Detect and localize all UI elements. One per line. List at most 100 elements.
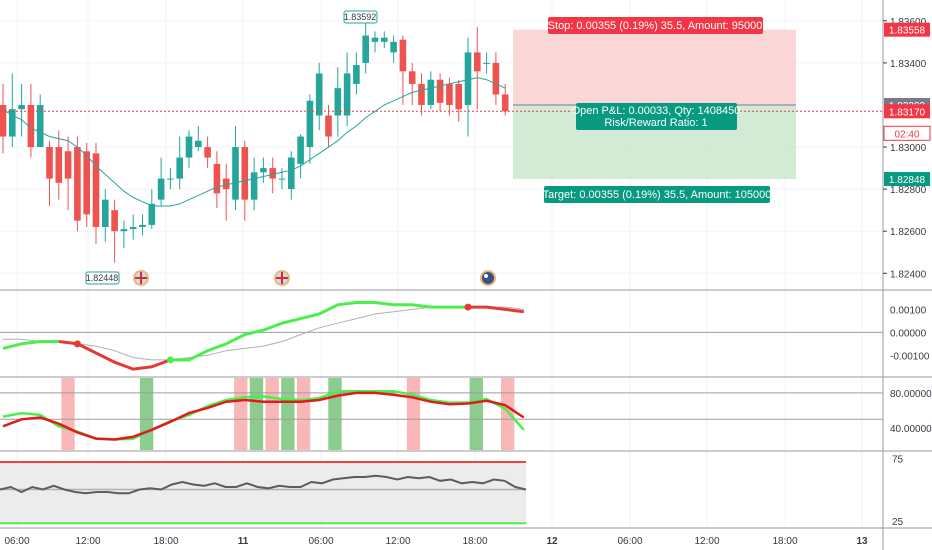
price-tick-label: 1.83600 — [890, 17, 927, 28]
candle-body — [260, 168, 267, 173]
pnl-line2: Risk/Reward Ratio: 1 — [604, 117, 707, 129]
candle-body — [408, 71, 416, 84]
time-tick-label: 12 — [546, 536, 558, 547]
price-axis[interactable]: 1.83600 1.83400 1.83000 1.82800 1.82600 1.824… — [883, 17, 931, 280]
k-line — [2, 389, 525, 441]
candle-body — [204, 147, 211, 158]
candle-body — [483, 62, 490, 64]
low-price-label: 1.82448 — [86, 273, 119, 283]
candle-body — [0, 104, 7, 137]
price-badge-label: 1.83558 — [889, 26, 926, 37]
candle-body — [46, 147, 53, 179]
stop-loss-zone[interactable] — [513, 29, 796, 105]
candle-body — [446, 83, 453, 105]
uk-flag-icon[interactable] — [274, 270, 290, 286]
candle-body — [334, 88, 342, 116]
price-tick-label: 1.82600 — [890, 227, 927, 238]
candle-body — [269, 168, 276, 179]
pnl-line1: Open P&L: 0.00033, Qty: 1408450 — [572, 105, 741, 117]
price-badge — [884, 172, 930, 187]
signal-highlight — [328, 378, 342, 450]
cross-dot — [166, 356, 174, 364]
candle-body — [427, 79, 435, 105]
candle-body — [213, 163, 221, 194]
candle-body — [111, 210, 118, 232]
macd-line-down — [468, 305, 524, 314]
candle-body — [371, 37, 379, 42]
candle-body — [129, 226, 137, 230]
price-badge — [884, 22, 930, 37]
candle-body — [353, 65, 360, 84]
candle-body — [102, 199, 109, 227]
rsi-line — [0, 474, 527, 495]
candle-body — [64, 151, 72, 179]
target-label-text: Target: 0.00355 (0.19%) 35.5, Amount: 10… — [543, 189, 772, 201]
cross-dot — [464, 303, 472, 311]
signal-highlight — [501, 378, 515, 450]
candle-body — [9, 109, 16, 137]
candle-body — [381, 37, 388, 42]
macd-line-up — [170, 301, 468, 362]
macd-pane[interactable]: 0.00100 0.00000 -0.00100 — [0, 301, 930, 371]
candle-body — [315, 73, 323, 116]
time-tick-label: 06:00 — [308, 536, 333, 547]
countdown-label: 02:40 — [894, 129, 919, 140]
time-tick-label: 18:00 — [772, 536, 797, 547]
candle-body — [83, 151, 90, 215]
stop-label-text: Stop: 0.00355 (0.19%) 35.5, Amount: 9500… — [548, 20, 763, 32]
time-tick-label: 18:00 — [153, 536, 178, 547]
candle-body — [167, 178, 174, 180]
candle-body — [297, 136, 304, 164]
candle-body — [36, 104, 44, 148]
stop-label[interactable]: Stop: 0.00355 (0.19%) 35.5, Amount: 9500… — [548, 17, 763, 34]
low-marker: 1.82448 — [85, 271, 120, 285]
price-badge-label: 1.83170 — [889, 107, 926, 118]
stochastic-pane[interactable]: 80.00000 40.00000 — [0, 378, 932, 450]
ema-line — [2, 77, 506, 207]
candle-body — [195, 140, 202, 148]
australia-flag-icon[interactable] — [480, 270, 496, 286]
candle-body — [306, 100, 314, 148]
time-tick-label: 18:00 — [462, 536, 487, 547]
signal-highlight — [265, 378, 279, 450]
candle-body — [250, 172, 258, 200]
time-tick-label: 06:00 — [4, 536, 29, 547]
signal-highlight — [281, 378, 295, 450]
time-axis[interactable]: 06:00 12:00 18:00 11 06:00 12:00 18:00 12 06:00 1… — [4, 536, 868, 547]
signal-highlight — [249, 378, 264, 450]
cross-dot — [73, 340, 81, 348]
candle-body — [278, 178, 286, 180]
price-tick-label: 1.83400 — [890, 59, 927, 70]
osc2-tick-label: 80.00000 — [890, 389, 932, 400]
price-badge-label: 1.82848 — [889, 175, 926, 186]
candle-body — [362, 35, 369, 63]
candle-body — [474, 52, 481, 72]
uk-flag-icon[interactable] — [133, 270, 149, 286]
osc1-tick-label: 0.00000 — [890, 328, 927, 339]
signal-highlight — [406, 378, 421, 450]
price-badge — [884, 104, 930, 119]
price-tick-label: 1.82400 — [890, 269, 927, 280]
osc1-tick-label: -0.00100 — [890, 351, 930, 362]
candle-body — [92, 153, 100, 227]
candle-body — [176, 157, 183, 179]
countdown-badge — [883, 125, 931, 141]
candle-body — [185, 136, 193, 158]
price-tick-label: 1.83000 — [890, 143, 927, 154]
signal-highlight — [234, 378, 248, 450]
target-label[interactable]: Target: 0.00355 (0.19%) 35.5, Amount: 10… — [543, 186, 772, 203]
candlesticks — [0, 22, 509, 263]
candle-body — [436, 79, 444, 103]
signal-highlight — [296, 378, 311, 450]
high-marker: 1.83592 — [343, 10, 378, 24]
pnl-label[interactable]: Open P&L: 0.00033, Qty: 1408450 Risk/Rew… — [572, 103, 741, 130]
time-tick-label: 12:00 — [385, 536, 410, 547]
candle-body — [464, 52, 472, 105]
rsi-pane[interactable]: 75 25 — [0, 454, 904, 528]
candle-body — [18, 104, 25, 110]
osc2-tick-label: 40.00000 — [890, 424, 932, 435]
candle-body — [343, 73, 351, 116]
candle-body — [399, 39, 407, 72]
time-tick-label: 12:00 — [75, 536, 100, 547]
